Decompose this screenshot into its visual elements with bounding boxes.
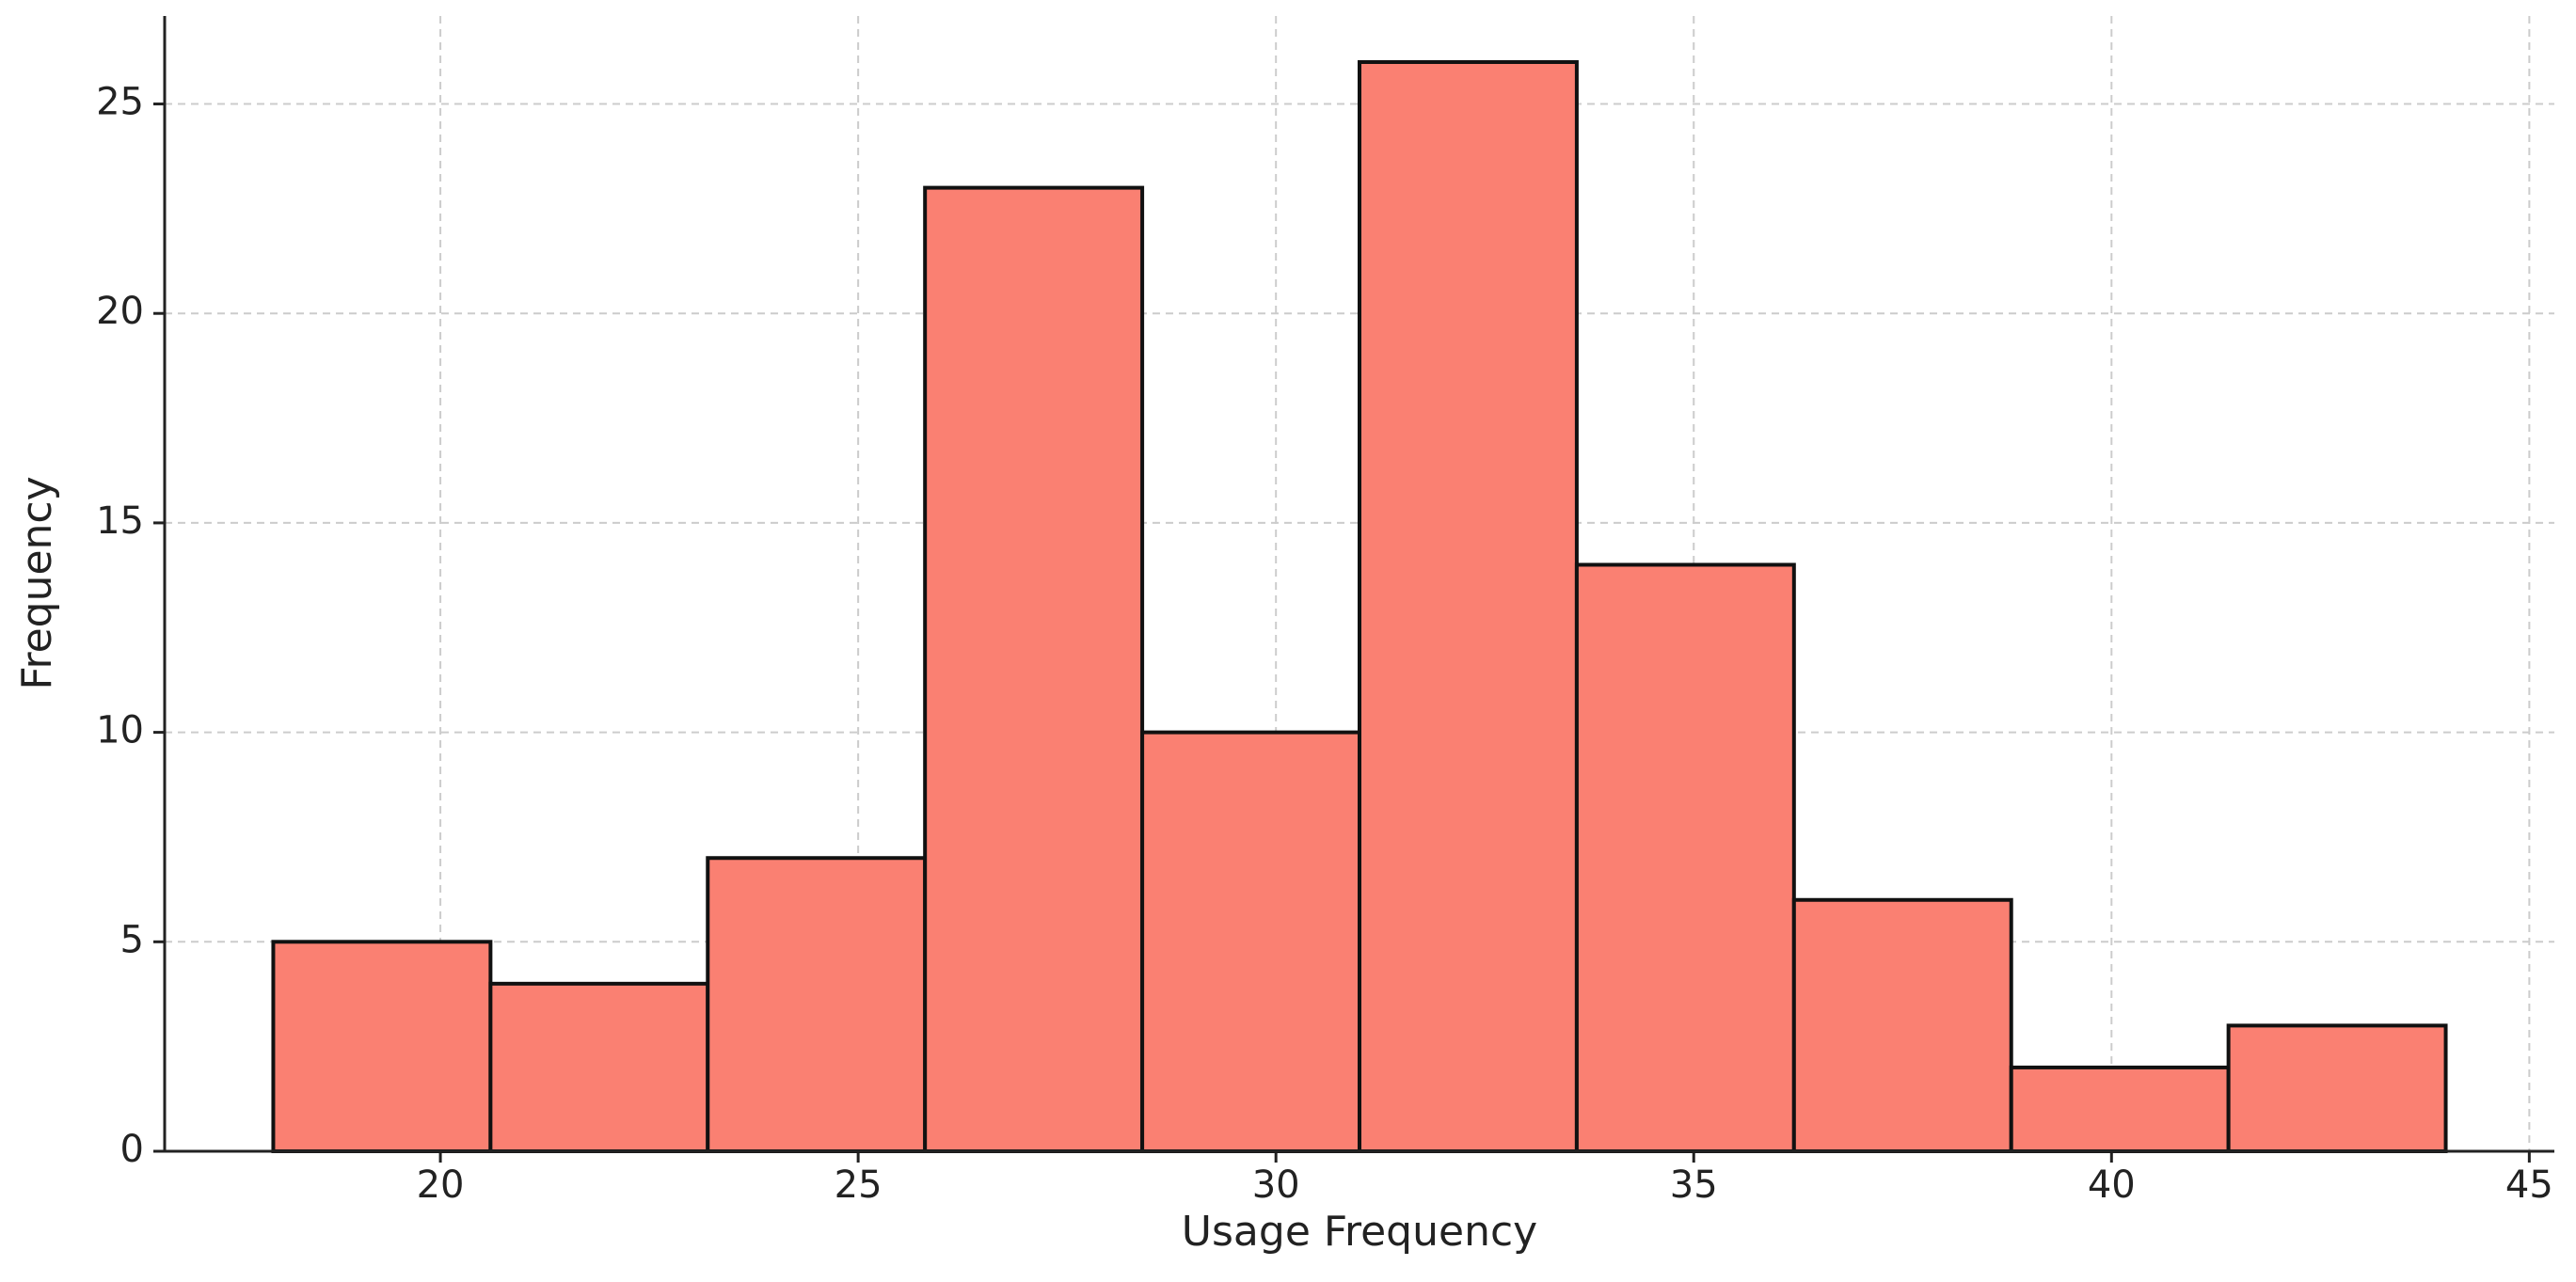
- bar: [1140, 730, 1362, 1153]
- x-tick-label: 45: [2505, 1163, 2553, 1207]
- x-tick-label: 30: [1252, 1163, 1300, 1207]
- x-axis-label: Usage Frequency: [1182, 1208, 1537, 1256]
- bar: [2009, 1065, 2231, 1153]
- bar: [1791, 897, 2013, 1153]
- bar: [1358, 59, 1579, 1153]
- y-tick-label: 20: [96, 290, 144, 333]
- y-tick-label: 0: [120, 1128, 144, 1171]
- bar: [1574, 562, 1796, 1153]
- x-tick-label: 35: [1670, 1163, 1718, 1207]
- x-tick-label: 40: [2088, 1163, 2136, 1207]
- bar: [488, 981, 710, 1153]
- bar: [706, 856, 928, 1153]
- y-tick-label: 25: [96, 81, 144, 124]
- bar: [2226, 1023, 2448, 1154]
- y-axis-label: Frequency: [13, 476, 61, 689]
- x-tick-label: 20: [417, 1163, 465, 1207]
- y-tick-label: 5: [120, 918, 144, 961]
- bar: [923, 185, 1145, 1153]
- bar: [271, 940, 493, 1153]
- x-tick-label: 25: [835, 1163, 883, 1207]
- y-tick-label: 10: [96, 709, 144, 752]
- y-tick-label: 15: [96, 499, 144, 543]
